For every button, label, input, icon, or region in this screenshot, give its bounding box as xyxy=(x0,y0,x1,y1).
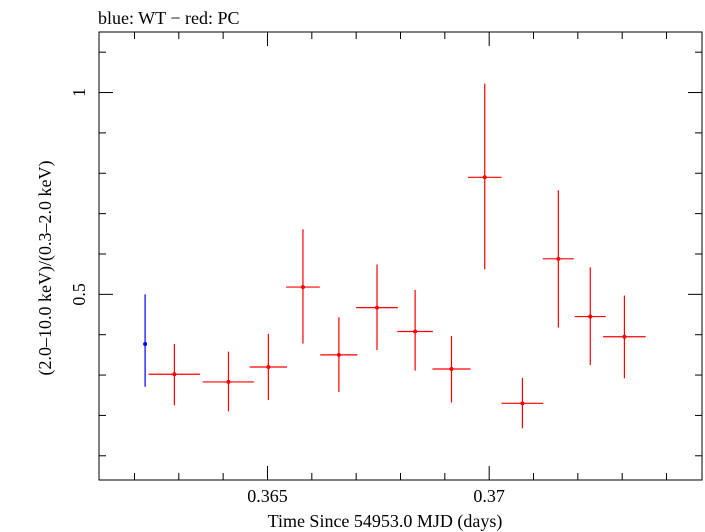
data-layer xyxy=(143,83,646,429)
data-point xyxy=(336,352,341,357)
data-point xyxy=(172,372,177,377)
data-point xyxy=(556,256,561,261)
series-0 xyxy=(143,294,148,387)
y-axis-label: (2.0–10.0 keV)/(0.3–2.0 keV) xyxy=(35,161,56,376)
data-point xyxy=(226,379,231,384)
data-point xyxy=(413,329,418,334)
y-axis: 0.51 xyxy=(69,51,702,457)
data-point xyxy=(266,364,271,369)
data-point xyxy=(622,334,627,339)
y-tick-label: 0.5 xyxy=(69,283,89,306)
data-point xyxy=(588,314,593,319)
data-point xyxy=(520,401,525,406)
y-tick-label: 1 xyxy=(69,88,89,97)
x-axis: 0.365 0.37 xyxy=(133,32,668,506)
x-axis-label: Time Since 54953.0 MJD (days) xyxy=(268,511,503,532)
data-point xyxy=(375,305,380,310)
x-tick-label: 0.37 xyxy=(473,486,505,506)
series-1 xyxy=(148,83,646,429)
data-point xyxy=(143,341,148,346)
x-tick-label: 0.365 xyxy=(247,486,288,506)
data-point xyxy=(300,285,305,290)
data-point xyxy=(449,367,454,372)
data-point xyxy=(482,175,487,180)
chart-title: blue: WT − red: PC xyxy=(98,8,239,28)
